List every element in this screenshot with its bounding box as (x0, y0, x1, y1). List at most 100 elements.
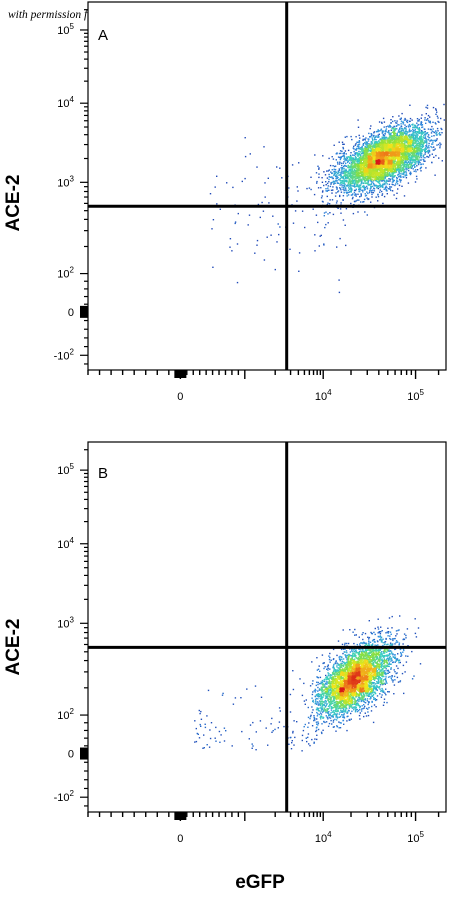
event-point (396, 134, 398, 136)
event-point (359, 137, 361, 139)
event-point (401, 173, 404, 175)
event-point (413, 140, 415, 142)
event-point (339, 188, 342, 190)
event-point (394, 137, 396, 139)
event-point (389, 141, 391, 143)
event-point (392, 181, 394, 183)
event-point (354, 144, 356, 146)
event-point (377, 130, 379, 133)
event-point (350, 190, 352, 192)
event-point (342, 188, 344, 190)
event-point (362, 186, 365, 188)
event-point (379, 169, 381, 172)
event-point (316, 180, 318, 183)
event-point (277, 223, 279, 225)
event-point (362, 138, 364, 141)
event-point (406, 119, 409, 122)
event-point (351, 178, 353, 180)
event-point (292, 222, 295, 224)
event-point (416, 156, 418, 158)
event-point (433, 156, 435, 158)
event-point (301, 210, 304, 212)
event-point (418, 118, 420, 121)
event-point (384, 176, 386, 179)
event-point (353, 175, 355, 178)
event-point (382, 183, 384, 185)
event-point (381, 136, 383, 138)
event-point (409, 167, 412, 169)
event-point (413, 149, 415, 151)
event-point (387, 180, 390, 182)
event-point (347, 164, 349, 167)
event-point (381, 194, 383, 196)
event-point (348, 188, 351, 190)
event-point (389, 135, 391, 138)
event-point (408, 120, 411, 123)
event-point (417, 161, 419, 163)
event-point (356, 173, 358, 176)
event-point (377, 194, 379, 196)
event-point (360, 181, 363, 183)
event-point (415, 170, 417, 173)
event-point (383, 184, 385, 186)
event-point (411, 148, 413, 150)
event-point (403, 119, 406, 121)
event-point (358, 143, 361, 145)
event-point (390, 148, 393, 150)
event-point (335, 186, 338, 188)
event-point (419, 144, 421, 147)
event-point (341, 164, 343, 167)
event-point (414, 131, 417, 133)
event-point (396, 192, 398, 194)
event-point (379, 138, 382, 140)
event-point (399, 168, 401, 170)
event-point (325, 181, 327, 183)
event-point (345, 189, 347, 191)
event-point (415, 147, 417, 150)
event-point (413, 154, 415, 157)
event-point (364, 193, 366, 195)
event-point (381, 142, 383, 145)
event-point (357, 161, 359, 163)
event-point (363, 179, 365, 181)
event-point (394, 175, 396, 177)
event-point (383, 174, 386, 176)
event-point (426, 142, 428, 144)
event-point (358, 199, 360, 201)
event-point (264, 196, 266, 198)
event-point (363, 153, 366, 156)
event-point (398, 176, 400, 178)
event-point (378, 178, 380, 180)
event-point (291, 164, 294, 166)
event-point (376, 180, 379, 183)
event-point (342, 172, 344, 175)
event-point (350, 191, 352, 193)
event-point (347, 170, 349, 173)
event-point (421, 136, 423, 138)
event-point (403, 153, 405, 155)
event-point (374, 142, 377, 144)
event-point (383, 182, 385, 184)
event-point (344, 159, 346, 162)
event-point (364, 154, 367, 156)
event-point (433, 146, 435, 148)
event-point (351, 166, 353, 169)
event-point (413, 136, 415, 138)
event-point (391, 138, 394, 140)
event-point (435, 132, 437, 135)
event-point (281, 177, 283, 179)
event-point (342, 180, 344, 182)
event-point (381, 141, 383, 143)
event-point (412, 123, 414, 125)
event-point (401, 142, 404, 144)
event-point (417, 159, 420, 161)
event-point (362, 182, 365, 185)
event-point (322, 155, 324, 157)
event-point (344, 169, 346, 172)
event-point (364, 195, 367, 197)
event-point (347, 161, 349, 164)
event-point (365, 137, 367, 139)
event-point (355, 200, 357, 202)
event-point (376, 142, 378, 145)
event-point (364, 182, 366, 184)
